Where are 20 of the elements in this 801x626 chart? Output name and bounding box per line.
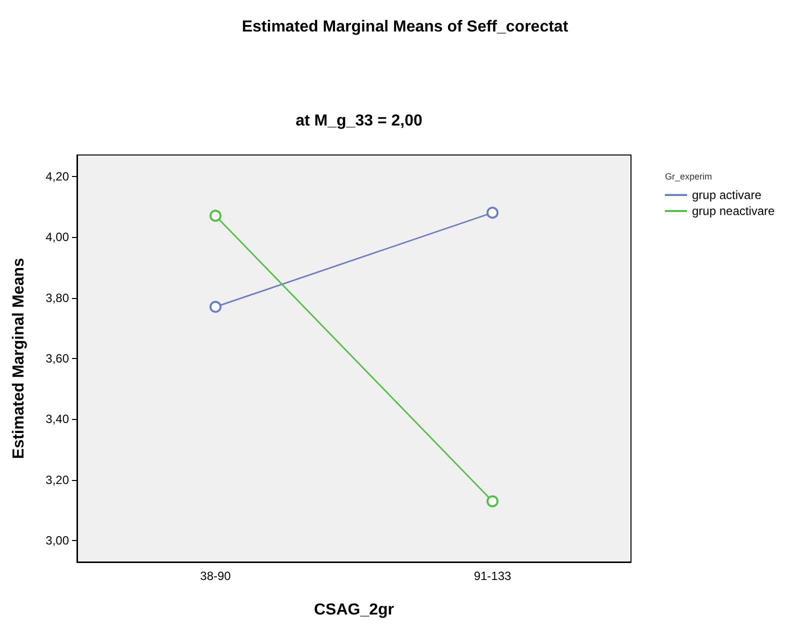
x-tick-label: 38-90 — [200, 569, 232, 583]
point — [210, 300, 222, 313]
legend-label: grup neactivare — [692, 204, 776, 218]
point — [486, 206, 498, 219]
legend-label: grup activare — [692, 188, 762, 202]
chart-subtitle: at M_g_33 = 2,00 — [296, 112, 422, 130]
y-axis-title: Estimated Marginal Means — [10, 258, 28, 459]
x-tick-label: 91-133 — [474, 569, 512, 583]
y-tick-label: 3,80 — [46, 290, 70, 305]
legend-title: Gr_experim — [665, 172, 712, 182]
y-tick-label: 3,00 — [46, 534, 70, 548]
point — [486, 495, 498, 508]
y-tick-label: 3,40 — [46, 412, 70, 426]
y-tick-label: 3,60 — [46, 352, 70, 366]
y-tick-label: 3,20 — [46, 472, 70, 487]
y-tick-label: 4,00 — [46, 230, 70, 244]
x-axis-title: CSAG_2gr — [314, 602, 394, 618]
chart-title: Estimated Marginal Means of Seff_corectat — [242, 18, 569, 36]
y-tick-label: 4,20 — [46, 169, 70, 184]
point — [210, 210, 222, 222]
